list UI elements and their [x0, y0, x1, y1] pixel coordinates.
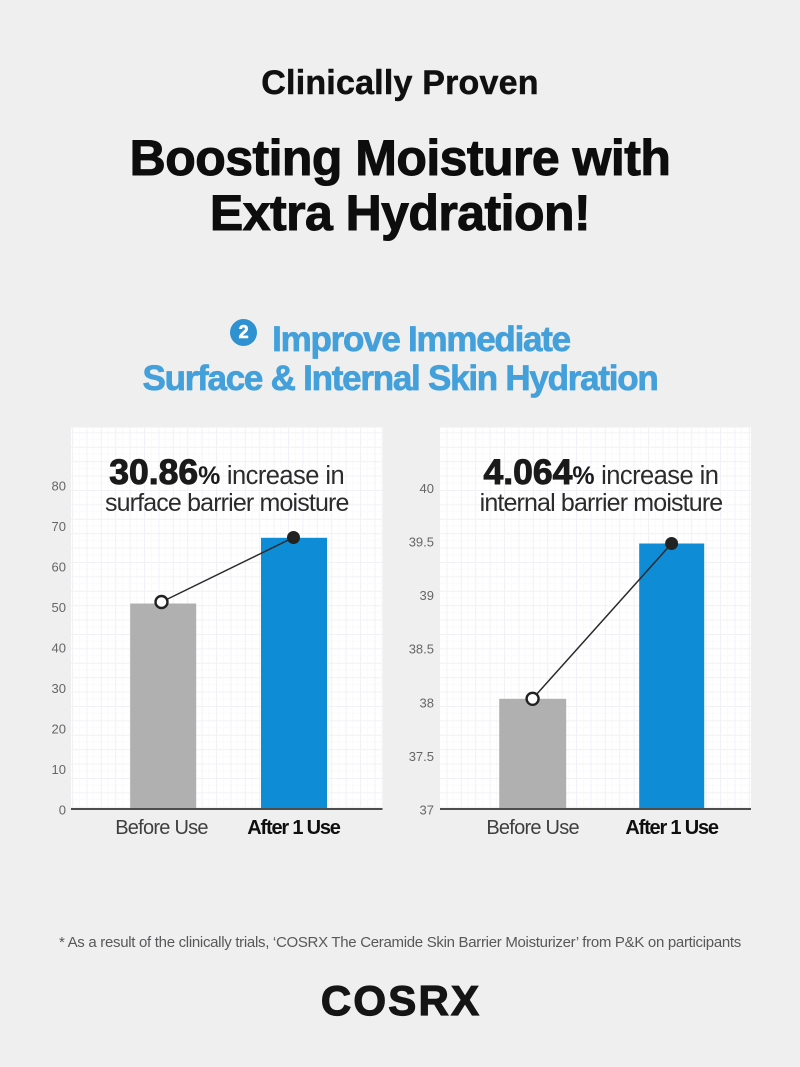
svg-text:10: 10 [52, 762, 66, 777]
svg-text:38.5: 38.5 [409, 642, 434, 657]
svg-text:37.5: 37.5 [409, 749, 434, 764]
svg-text:Before Use: Before Use [486, 817, 579, 839]
svg-text:37: 37 [420, 803, 434, 818]
svg-text:50: 50 [52, 600, 66, 615]
svg-text:70: 70 [52, 519, 66, 534]
svg-text:40: 40 [420, 481, 434, 496]
svg-text:38: 38 [420, 695, 434, 710]
svg-text:80: 80 [52, 479, 66, 494]
svg-text:39.5: 39.5 [409, 535, 434, 550]
svg-text:39: 39 [420, 588, 434, 603]
svg-text:30: 30 [52, 681, 66, 696]
svg-text:4.064% increase in: 4.064% increase in [484, 452, 719, 492]
svg-text:40: 40 [52, 641, 66, 656]
svg-text:30.86% increase in: 30.86% increase in [109, 452, 344, 492]
svg-text:After 1 Use: After 1 Use [625, 817, 718, 839]
svg-text:0: 0 [59, 803, 66, 818]
svg-text:internal barrier moisture: internal barrier moisture [480, 489, 723, 517]
svg-text:surface barrier moisture: surface barrier moisture [105, 489, 349, 517]
svg-text:20: 20 [52, 722, 66, 737]
svg-text:Before Use: Before Use [115, 817, 208, 839]
svg-text:60: 60 [52, 560, 66, 575]
svg-text:After 1 Use: After 1 Use [247, 817, 340, 839]
